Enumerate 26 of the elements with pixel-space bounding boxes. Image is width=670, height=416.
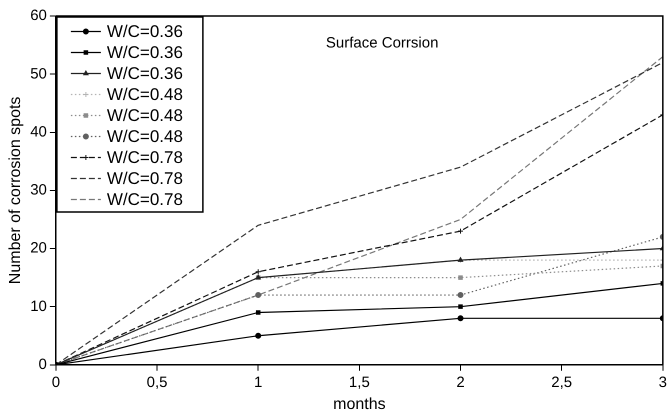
legend-label: W/C=0.78 (106, 148, 183, 168)
x-tick-label: 1,5 (348, 374, 370, 391)
x-tick-label: 2 (456, 374, 465, 391)
legend-label: W/C=0.48 (106, 106, 183, 126)
y-tick-label: 20 (30, 240, 47, 257)
x-tick-label: 1 (254, 374, 262, 391)
x-tick-label: 3 (658, 374, 667, 391)
legend-label: W/C=0.78 (106, 190, 183, 210)
legend-label: W/C=0.36 (106, 43, 183, 62)
annotation: Surface Corrsion (326, 34, 438, 52)
y-tick-label: 60 (30, 7, 47, 24)
y-tick-label: 10 (30, 298, 47, 315)
legend-label: W/C=0.78 (106, 169, 183, 188)
x-tick-label: 0,5 (146, 374, 168, 391)
x-axis-title: months (333, 396, 386, 413)
x-tick-label: 0 (52, 374, 60, 391)
y-tick-label: 50 (30, 65, 47, 82)
legend-label: W/C=0.36 (106, 22, 183, 42)
legend-label: W/C=0.36 (106, 64, 183, 84)
y-axis-title: Number of corrosion spots (7, 96, 24, 284)
x-tick-label: 2,5 (551, 374, 572, 391)
y-tick-label: 0 (38, 356, 47, 373)
y-tick-label: 30 (30, 182, 47, 199)
legend-label: W/C=0.48 (106, 85, 183, 104)
y-tick-label: 40 (30, 123, 47, 140)
legend-label: W/C=0.48 (106, 127, 183, 146)
